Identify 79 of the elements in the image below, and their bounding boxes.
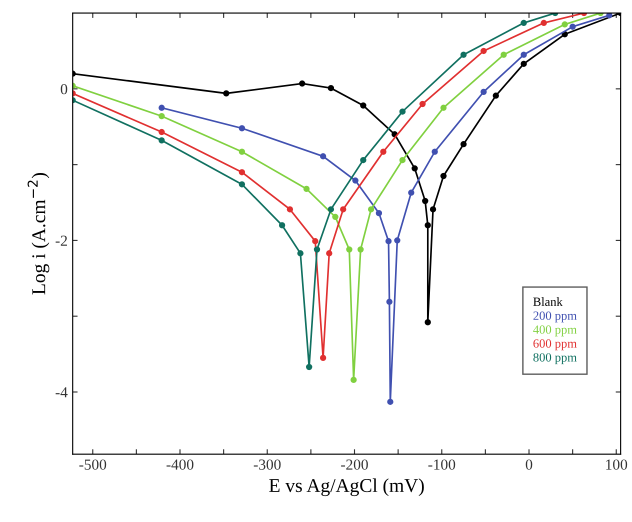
point xyxy=(158,137,165,144)
x-tick-label: -300 xyxy=(254,459,281,470)
point xyxy=(297,250,304,256)
x-tick-label: -400 xyxy=(166,459,194,470)
point xyxy=(238,125,246,132)
text: 800 ppm xyxy=(533,353,577,364)
point xyxy=(440,172,447,180)
point xyxy=(332,214,338,220)
point xyxy=(360,156,366,164)
point xyxy=(238,169,246,176)
point xyxy=(540,20,547,26)
point xyxy=(380,148,386,155)
point xyxy=(306,364,312,370)
point xyxy=(326,250,332,256)
point xyxy=(158,128,165,136)
point xyxy=(238,181,246,188)
point xyxy=(340,206,346,212)
point xyxy=(570,24,576,30)
point xyxy=(460,141,467,148)
point xyxy=(520,20,527,26)
point xyxy=(422,198,428,204)
point xyxy=(460,52,467,58)
point xyxy=(520,52,527,58)
point xyxy=(386,298,393,305)
point xyxy=(312,238,318,244)
y-axis-title: Log i (A.cm$^{−2}$) xyxy=(28,173,50,294)
point xyxy=(346,246,352,253)
point xyxy=(385,238,392,244)
point xyxy=(480,48,487,54)
point xyxy=(278,222,286,228)
point xyxy=(430,206,436,212)
x-tick-label: -500 xyxy=(79,459,106,470)
text: Blank xyxy=(533,297,563,306)
text: 400 ppm xyxy=(533,325,577,336)
point xyxy=(238,148,246,155)
point xyxy=(158,112,165,120)
point xyxy=(424,319,431,326)
point xyxy=(223,90,230,97)
x-tick-label: 0 xyxy=(526,459,532,470)
point xyxy=(368,206,374,212)
y-tick-label: -2 xyxy=(56,236,67,246)
point xyxy=(328,206,334,212)
point xyxy=(352,177,359,184)
x-axis-title: E vs Ag/AgCl (mV) xyxy=(269,478,424,496)
x-tick-label: -100 xyxy=(428,459,456,470)
point xyxy=(350,376,357,383)
point xyxy=(432,148,438,155)
point xyxy=(360,102,366,109)
point xyxy=(376,210,382,216)
point xyxy=(424,222,431,228)
y-tick-label: 0 xyxy=(60,84,68,94)
point xyxy=(394,237,400,244)
point xyxy=(419,100,426,108)
point xyxy=(158,104,165,111)
point xyxy=(286,206,294,212)
point xyxy=(320,153,326,160)
point xyxy=(480,88,487,95)
text: 600 ppm xyxy=(533,339,577,350)
point xyxy=(328,84,334,92)
point xyxy=(440,104,447,111)
point xyxy=(408,190,414,196)
point xyxy=(492,92,499,99)
point xyxy=(412,165,418,172)
point xyxy=(562,21,568,28)
point xyxy=(520,60,527,67)
point xyxy=(303,186,310,192)
point xyxy=(399,108,406,115)
point xyxy=(357,246,364,253)
point xyxy=(387,398,394,405)
point xyxy=(299,80,306,87)
point xyxy=(399,156,406,164)
point xyxy=(606,13,612,18)
point xyxy=(320,354,326,362)
point xyxy=(314,246,320,253)
x-tick-label: 100 xyxy=(606,459,628,470)
text: 200 ppm xyxy=(533,311,577,322)
y-tick-label: -4 xyxy=(56,387,68,398)
x-tick-label: -200 xyxy=(341,459,368,470)
point xyxy=(500,52,507,58)
